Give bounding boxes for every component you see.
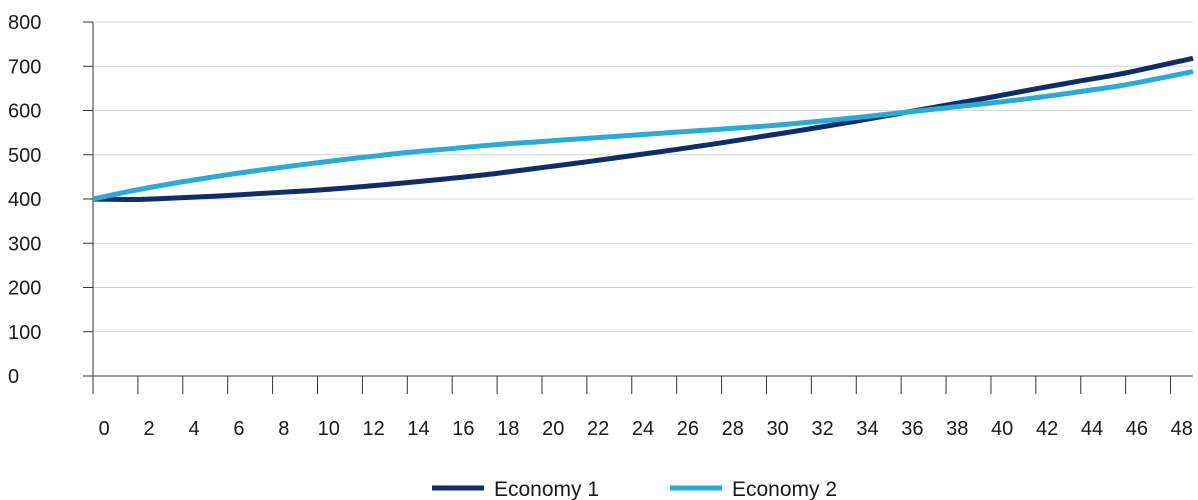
- x-tick-label: 40: [991, 418, 1013, 440]
- series-line-economy-2: [92, 69, 1194, 202]
- x-tick-label: 42: [1036, 418, 1058, 440]
- x-tick-label: 4: [188, 418, 199, 440]
- x-tick-label: 16: [452, 418, 474, 440]
- x-tick-label: 22: [587, 418, 609, 440]
- x-tick-label: 48: [1171, 418, 1193, 440]
- y-tick-label: 0: [8, 366, 19, 388]
- x-tick-label: 26: [677, 418, 699, 440]
- x-tick-label: 34: [856, 418, 878, 440]
- x-tick-label: 30: [767, 418, 789, 440]
- legend-label: Economy 2: [732, 478, 837, 500]
- y-tick-label: 200: [8, 278, 41, 300]
- x-tick-label: 32: [811, 418, 833, 440]
- y-tick-label: 100: [8, 322, 41, 344]
- series-lines: [92, 55, 1194, 202]
- x-tick-label: 36: [901, 418, 923, 440]
- x-tick-label: 24: [632, 418, 654, 440]
- x-tick-label: 20: [542, 418, 564, 440]
- legend: Economy 1 Economy 2: [432, 478, 837, 500]
- x-tick-label: 0: [99, 418, 110, 440]
- y-tick-label: 300: [8, 233, 41, 255]
- x-tick-label: 18: [497, 418, 519, 440]
- y-tick-label: 800: [8, 12, 41, 34]
- gridlines: [93, 21, 1193, 333]
- y-tick-label: 700: [8, 56, 41, 78]
- y-tick-label: 500: [8, 145, 41, 167]
- y-tick-label: 400: [8, 189, 41, 211]
- x-tick-label: 14: [407, 418, 429, 440]
- x-tick-label: 12: [362, 418, 384, 440]
- y-tick-label: 600: [8, 101, 41, 123]
- x-tick-label: 44: [1081, 418, 1103, 440]
- x-tick-label: 38: [946, 418, 968, 440]
- x-tick-label: 10: [318, 418, 340, 440]
- axes: [83, 21, 1193, 394]
- x-tick-label: 6: [233, 418, 244, 440]
- x-tick-label: 2: [144, 418, 155, 440]
- x-tick-label: 46: [1126, 418, 1148, 440]
- legend-label: Economy 1: [494, 478, 599, 500]
- x-tick-label: 8: [278, 418, 289, 440]
- series-line-economy-1: [92, 55, 1194, 202]
- x-tick-label: 28: [722, 418, 744, 440]
